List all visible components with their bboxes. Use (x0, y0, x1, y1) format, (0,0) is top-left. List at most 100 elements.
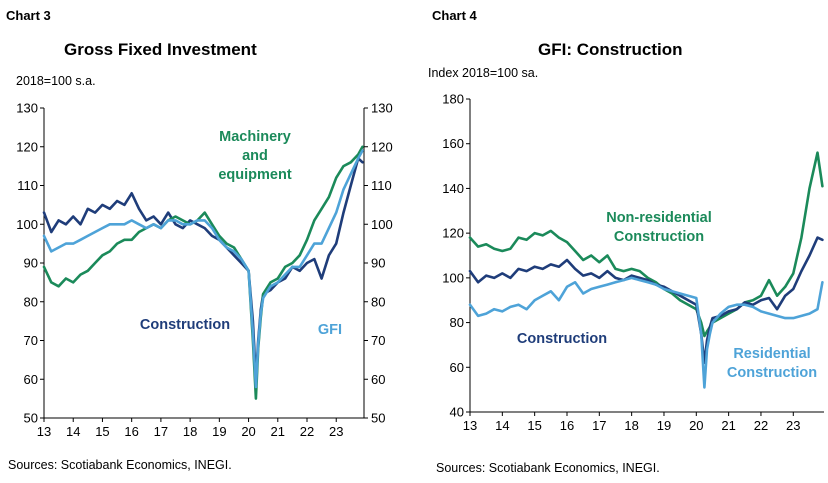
data-point-machinery-and-equipment (218, 235, 221, 237)
data-point-gfi (43, 235, 45, 237)
y-tick-label: 60 (450, 360, 464, 375)
data-point-machinery-and-equipment (174, 215, 177, 218)
data-point-gfi (298, 266, 301, 268)
data-point-non-residential-construction (792, 272, 795, 275)
data-point-construction (152, 215, 155, 218)
data-point-residential-construction (784, 317, 787, 319)
source-note: Sources: Scotiabank Economics, INEGI. (8, 458, 232, 472)
data-point-non-residential-construction (606, 254, 609, 257)
data-point-non-residential-construction (614, 268, 617, 270)
y-tick-label: 120 (16, 139, 38, 154)
data-point-non-residential-construction (671, 292, 673, 295)
data-point-construction (784, 294, 787, 297)
data-point-gfi (145, 227, 148, 230)
data-point-gfi (50, 250, 53, 253)
data-point-construction (598, 277, 601, 279)
series-annotation: Construction (727, 365, 817, 381)
data-point-construction (574, 268, 576, 270)
y-tick-label: 80 (24, 294, 38, 309)
x-tick-label: 17 (154, 424, 168, 439)
data-point-non-residential-construction (784, 285, 787, 288)
data-point-construction (284, 277, 286, 280)
data-point-machinery-and-equipment (328, 196, 330, 199)
data-point-machinery-and-equipment (342, 165, 345, 168)
y-tick-label: 70 (24, 333, 38, 348)
series-line-residential-construction (468, 276, 824, 389)
data-point-construction (768, 297, 770, 299)
data-point-residential-construction (582, 292, 585, 295)
data-point-construction (566, 259, 568, 261)
data-point-non-residential-construction (566, 241, 568, 244)
data-point-gfi (357, 157, 360, 160)
data-point-construction (727, 310, 730, 313)
data-point-construction (776, 308, 778, 311)
data-point-residential-construction (517, 303, 520, 306)
data-point-residential-construction (501, 310, 504, 313)
data-point-construction (679, 294, 681, 297)
data-point-machinery-and-equipment (130, 238, 133, 241)
data-point-construction (469, 270, 471, 272)
data-point-gfi (257, 343, 260, 346)
data-point-construction (233, 254, 235, 257)
data-point-machinery-and-equipment (116, 242, 118, 245)
data-point-gfi (211, 227, 213, 230)
data-point-residential-construction (622, 279, 625, 281)
x-tick-label: 15 (95, 424, 109, 439)
data-point-non-residential-construction (821, 185, 824, 188)
y-tick-label: 40 (450, 405, 464, 420)
data-point-construction (130, 192, 133, 195)
data-point-construction (582, 274, 585, 277)
data-point-construction (298, 269, 301, 272)
x-tick-label: 22 (754, 418, 768, 433)
data-point-non-residential-construction (590, 254, 593, 257)
data-point-residential-construction (477, 315, 479, 317)
data-point-residential-construction (598, 285, 601, 288)
data-point-construction (160, 223, 162, 226)
x-tick-label: 14 (495, 418, 509, 433)
data-point-residential-construction (821, 281, 824, 284)
data-point-residential-construction (655, 283, 657, 286)
right-y-tick-label: 130 (371, 101, 393, 116)
data-point-construction (541, 268, 544, 270)
data-point-construction (590, 272, 593, 275)
x-tick-label: 14 (66, 424, 80, 439)
data-point-non-residential-construction (752, 299, 754, 302)
data-point-machinery-and-equipment (50, 281, 53, 284)
data-point-gfi (94, 231, 96, 233)
data-point-construction (630, 274, 633, 277)
data-point-non-residential-construction (679, 299, 681, 302)
data-point-non-residential-construction (719, 317, 722, 319)
x-tick-label: 19 (657, 418, 671, 433)
data-point-construction (735, 308, 738, 311)
data-point-non-residential-construction (630, 268, 633, 270)
x-tick-label: 20 (241, 424, 255, 439)
data-point-residential-construction (727, 306, 730, 308)
data-point-construction (269, 289, 272, 291)
data-point-gfi (72, 242, 75, 245)
data-point-residential-construction (638, 279, 641, 281)
chart-number: Chart 3 (6, 8, 51, 23)
y-tick-label: 100 (442, 270, 464, 285)
data-point-construction (501, 272, 504, 275)
x-tick-label: 18 (624, 418, 638, 433)
data-point-gfi (101, 227, 104, 230)
data-point-construction (123, 204, 126, 206)
data-point-non-residential-construction (760, 294, 762, 297)
x-tick-label: 23 (786, 418, 800, 433)
y-tick-label: 50 (24, 411, 38, 426)
data-point-machinery-and-equipment (86, 269, 89, 272)
data-point-residential-construction (590, 288, 593, 290)
y-tick-label: 160 (442, 136, 464, 151)
data-point-gfi (320, 242, 323, 245)
data-point-machinery-and-equipment (65, 277, 67, 280)
data-point-gfi (203, 219, 206, 222)
data-point-construction (816, 236, 819, 239)
right-y-tick-label: 110 (371, 178, 392, 193)
data-point-non-residential-construction (469, 236, 471, 239)
data-point-construction (306, 262, 308, 264)
data-point-residential-construction (614, 281, 617, 284)
chart-number: Chart 4 (432, 8, 477, 23)
data-point-non-residential-construction (622, 270, 625, 272)
data-point-non-residential-construction (541, 234, 544, 237)
series-line-gfi (42, 149, 364, 389)
